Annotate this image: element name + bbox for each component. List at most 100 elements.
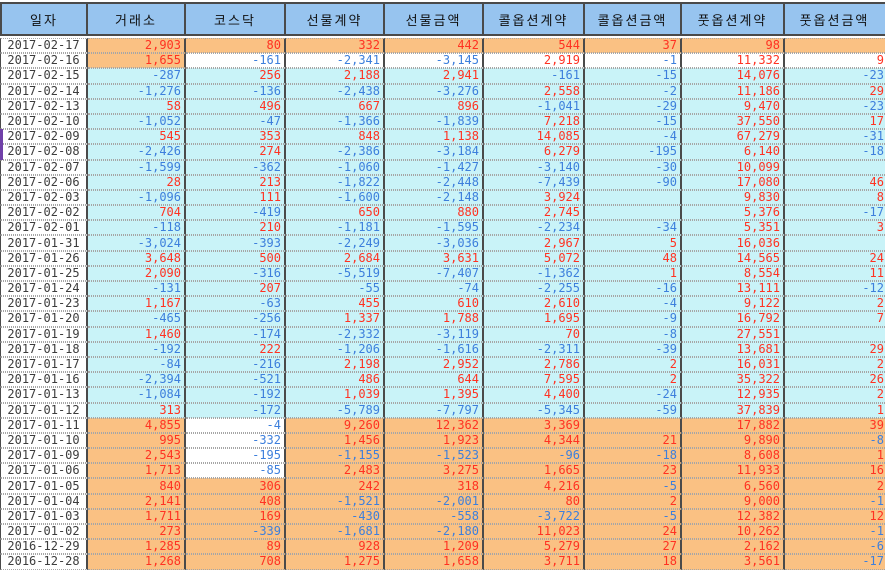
cell-futures-contracts: -5,789 xyxy=(286,402,385,418)
table-row[interactable]: 2017-01-04 2,141 408 -1,521 -2,001 80 2 9,000 -1 xyxy=(0,493,885,509)
cell-futures-contracts: -1,366 xyxy=(286,113,385,130)
cell-put-option-contracts: 5,376 xyxy=(682,205,785,221)
cell-futures-contracts: -2,341 xyxy=(286,53,385,69)
table-row[interactable]: 2017-02-09 545 353 848 1,138 14,085 -4 67,279 -3… xyxy=(0,129,885,145)
cell-put-option-contracts: 12,935 xyxy=(682,387,785,403)
table-row[interactable]: 2017-01-18 -192 222 -1,206 -1,616 -2,311 -39 13… xyxy=(0,341,885,357)
header-futures-amount: 선물금액 xyxy=(385,2,484,36)
cell-futures-amount: -2,148 xyxy=(385,189,484,206)
cell-date: 2017-01-06 xyxy=(0,463,88,479)
cell-futures-amount: -3,036 xyxy=(385,235,484,251)
table-row[interactable]: 2017-01-23 1,167 -63 455 610 2,610 -4 9,122 2 xyxy=(0,296,885,312)
cell-date: 2017-01-31 xyxy=(0,235,88,251)
cell-put-option-contracts: 8,554 xyxy=(682,265,785,281)
table-row[interactable]: 2017-01-12 313 -172 -5,789 -7,797 -5,345 -59 37… xyxy=(0,402,885,418)
table-row[interactable]: 2017-01-25 2,090 -316 -5,519 -7,407 -1,362 1 8,… xyxy=(0,265,885,281)
cell-put-option-contracts: 8,608 xyxy=(682,448,785,464)
cell-kospi-exchange: 1,655 xyxy=(88,53,186,69)
header-date: 일자 xyxy=(0,2,88,36)
cell-call-option-amount: 48 xyxy=(585,250,682,266)
table-row[interactable]: 2017-02-15 -287 256 2,188 2,941 -161 -15 14,076… xyxy=(0,68,885,84)
table-row[interactable]: 2017-02-07 -1,599 -362 -1,060 -1,427 -3,140 -3… xyxy=(0,159,885,175)
cell-put-option-contracts: 5,351 xyxy=(682,220,785,236)
table-row[interactable]: 2017-02-03 -1,096 111 -1,600 -2,148 3,924 9,83… xyxy=(0,189,885,206)
cell-futures-amount: 644 xyxy=(385,372,484,388)
cell-date: 2017-02-02 xyxy=(0,205,88,221)
cell-kosdaq: -172 xyxy=(186,402,286,418)
table-row[interactable]: 2017-01-05 840 306 242 318 4,216 -5 6,560 2 xyxy=(0,478,885,494)
table-row[interactable]: 2017-01-09 2,543 -195 -1,155 -1,523 -96 -18 8,6… xyxy=(0,448,885,464)
table-row[interactable]: 2017-02-14 -1,276 -136 -2,438 -3,276 2,558 -2 1… xyxy=(0,83,885,99)
cell-put-option-contracts: 14,076 xyxy=(682,68,785,84)
cell-put-option-amount: 11 xyxy=(785,265,885,281)
table-row[interactable]: 2017-01-13 -1,084 -192 1,039 1,395 4,400 -24 12… xyxy=(0,387,885,403)
cell-futures-contracts: 9,260 xyxy=(286,417,385,433)
cell-kosdaq: 89 xyxy=(186,539,286,555)
cell-call-option-contracts: 14,085 xyxy=(484,129,585,145)
table-row[interactable]: 2017-01-31 -3,024 -393 -2,249 -3,036 2,967 5 16… xyxy=(0,235,885,251)
table-row[interactable]: 2017-01-06 1,713 -85 2,483 3,275 1,665 23 11,93… xyxy=(0,463,885,479)
cell-futures-amount: 3,631 xyxy=(385,250,484,266)
cell-futures-amount: -1,595 xyxy=(385,220,484,236)
cell-kosdaq: 708 xyxy=(186,554,286,570)
cell-futures-contracts: -1,155 xyxy=(286,448,385,464)
table-row[interactable]: 2017-01-10 995 -332 1,456 1,923 4,344 21 9,890-… xyxy=(0,432,885,449)
cell-put-option-contracts: 37,839 xyxy=(682,402,785,418)
cell-put-option-contracts: 16,031 xyxy=(682,356,785,373)
cell-kospi-exchange: -118 xyxy=(88,220,186,236)
cell-date: 2017-02-08 xyxy=(0,144,88,160)
table-row[interactable]: 2017-01-20 -465 -256 1,337 1,788 1,695 -9 16,79… xyxy=(0,311,885,327)
cell-call-option-contracts: 4,344 xyxy=(484,432,585,449)
table-row[interactable]: 2017-02-01 -118 210 -1,181 -1,595 -2,234 -34 5,… xyxy=(0,220,885,236)
table-row[interactable]: 2017-01-24 -131 207 -55 -74 -2,255 -16 13,111 -1… xyxy=(0,281,885,297)
table-row[interactable]: 2017-02-10 -1,052 -47 -1,366 -1,839 7,218 -15 3… xyxy=(0,113,885,130)
cell-date: 2017-02-03 xyxy=(0,189,88,206)
cell-kosdaq: 222 xyxy=(186,341,286,357)
cell-put-option-contracts: 9,470 xyxy=(682,98,785,114)
table-row[interactable]: 2017-01-19 1,460 -174 -2,332 -3,119 70 -8 27,55… xyxy=(0,326,885,342)
cell-call-option-amount: -34 xyxy=(585,220,682,236)
table-row[interactable]: 2017-02-08 -2,426 274 -2,386 -3,184 6,279 -195… xyxy=(0,144,885,160)
table-row[interactable]: 2017-01-26 3,648 500 2,684 3,631 5,072 48 14,56… xyxy=(0,250,885,266)
cell-call-option-amount: 37 xyxy=(585,38,682,54)
header-put-option-amount: 풋옵션금액 xyxy=(785,2,885,36)
cell-futures-contracts: 2,684 xyxy=(286,250,385,266)
cell-put-option-amount: 24 xyxy=(785,250,885,266)
table-row[interactable]: 2017-01-17 -84 -216 2,198 2,952 2,786 2 16,031 2 xyxy=(0,356,885,373)
cell-futures-contracts: 650 xyxy=(286,205,385,221)
cell-call-option-amount: -16 xyxy=(585,281,682,297)
cell-put-option-contracts: 11,933 xyxy=(682,463,785,479)
cell-put-option-amount: 2 xyxy=(785,296,885,312)
cell-kospi-exchange: 58 xyxy=(88,98,186,114)
cell-call-option-amount: -4 xyxy=(585,129,682,145)
table-row[interactable]: 2017-01-16 -2,394 -521 486 644 7,595 2 35,322 26 xyxy=(0,372,885,388)
cell-futures-contracts: -55 xyxy=(286,281,385,297)
cell-kospi-exchange: 273 xyxy=(88,524,186,540)
cell-call-option-contracts: 80 xyxy=(484,493,585,509)
table-row[interactable]: 2017-01-03 1,711 169 -430 -558 -3,722 -5 12,382… xyxy=(0,508,885,524)
cell-put-option-contracts: 37,550 xyxy=(682,113,785,130)
table-row[interactable]: 2017-02-13 58 496 667 896 -1,041 -29 9,470 -23 xyxy=(0,98,885,114)
table-row[interactable]: 2017-02-06 28 213 -1,822 -2,448 -7,439 -90 17,0… xyxy=(0,174,885,190)
table-row[interactable]: 2017-01-11 4,855 -4 9,260 12,362 3,369 17,882 3… xyxy=(0,417,885,433)
table-row[interactable]: 2016-12-29 1,285 89 928 1,209 5,279 27 2,162 -6 xyxy=(0,539,885,555)
cell-kospi-exchange: -3,024 xyxy=(88,235,186,251)
cell-futures-contracts: -2,386 xyxy=(286,144,385,160)
cell-kospi-exchange: 840 xyxy=(88,478,186,494)
cell-call-option-contracts: 4,216 xyxy=(484,478,585,494)
cell-put-option-amount: -31 xyxy=(785,129,885,145)
table-row[interactable]: 2017-02-02 704 -419 650 880 2,745 5,376 -17 xyxy=(0,205,885,221)
cell-date: 2017-01-13 xyxy=(0,387,88,403)
cell-kosdaq: 408 xyxy=(186,493,286,509)
cell-kospi-exchange: -84 xyxy=(88,356,186,373)
table-row[interactable]: 2017-02-16 1,655 -161 -2,341 -3,145 2,919 -1 11… xyxy=(0,53,885,69)
table-row[interactable]: 2017-01-02 273 -339 -1,681 -2,180 11,023 24 10,… xyxy=(0,524,885,540)
cell-futures-amount: 880 xyxy=(385,205,484,221)
table-row[interactable]: 2016-12-28 1,268 708 1,275 1,658 3,711 18 3,561… xyxy=(0,554,885,570)
cell-kosdaq: -332 xyxy=(186,432,286,449)
cell-kosdaq: -195 xyxy=(186,448,286,464)
table-row[interactable]: 2017-02-17 2,903 80 332 442 544 37 98 xyxy=(0,38,885,54)
cell-kospi-exchange: 1,268 xyxy=(88,554,186,570)
cell-kosdaq: 210 xyxy=(186,220,286,236)
cell-call-option-amount: -24 xyxy=(585,387,682,403)
